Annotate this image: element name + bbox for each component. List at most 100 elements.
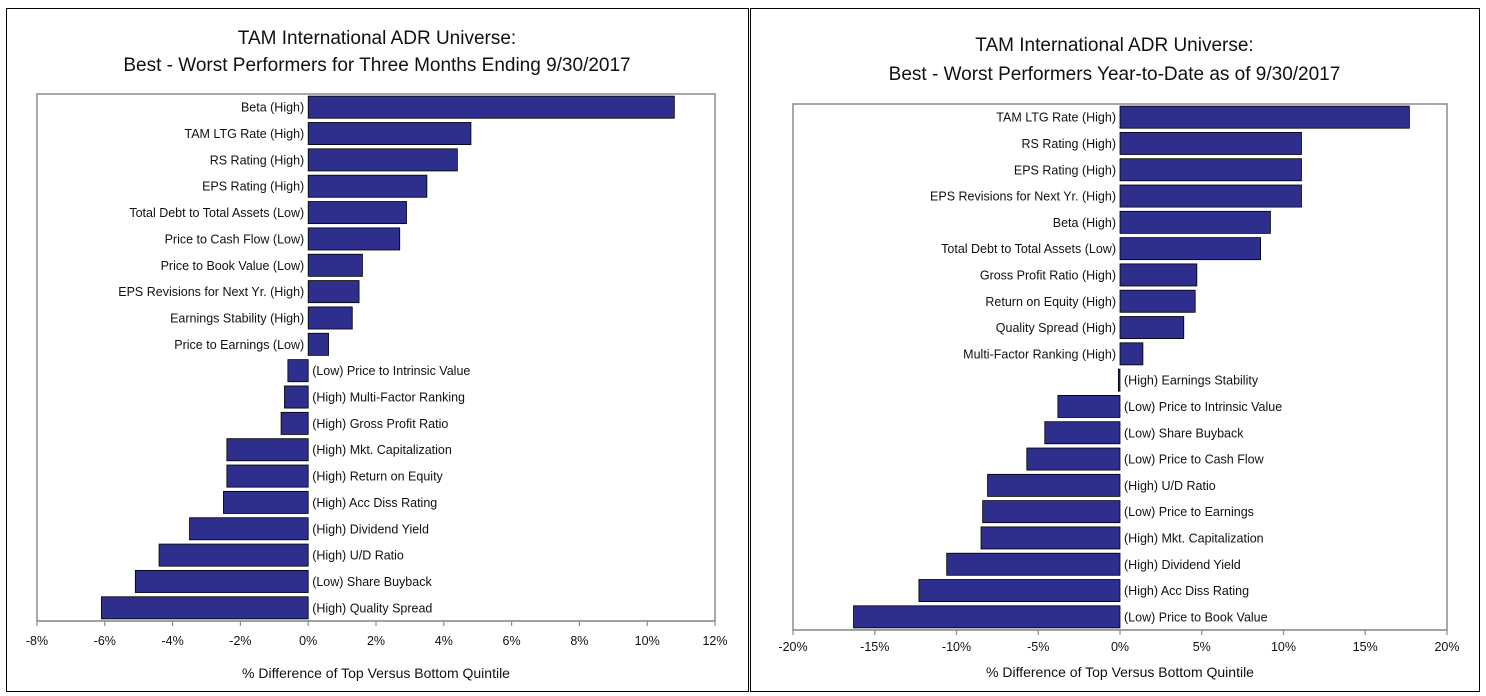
bar (1119, 289, 1196, 313)
bar (1119, 316, 1185, 339)
bar (987, 473, 1121, 497)
x-axis-label: % Difference of Top Versus Bottom Quinti… (986, 664, 1254, 680)
category-label: (High) Multi-Factor Ranking (312, 391, 465, 405)
bar (1119, 105, 1410, 129)
x-tick-label: -2% (229, 634, 251, 648)
bar (980, 526, 1121, 550)
x-tick-label: -20% (778, 640, 807, 654)
category-label: (High) Dividend Yield (1124, 558, 1241, 572)
x-tick-label: 5% (1193, 640, 1211, 654)
x-tick-label: -5% (1027, 640, 1049, 654)
category-label: (High) Acc Diss Rating (1124, 584, 1249, 598)
x-tick-label: -15% (860, 640, 889, 654)
category-label: Beta (High) (1053, 216, 1116, 230)
bar (307, 253, 363, 277)
x-tick-label: 0% (1111, 640, 1129, 654)
bar (280, 411, 309, 435)
chart-year-to-date: TAM International ADR Universe: Best - Wo… (778, 35, 1459, 680)
plot-area (36, 93, 716, 622)
x-tick-label: 6% (503, 634, 521, 648)
category-label: (Low) Price to Cash Flow (1124, 453, 1265, 467)
category-label: (High) Return on Equity (312, 470, 443, 484)
bar (982, 500, 1121, 524)
bar (307, 306, 353, 330)
x-tick-label: -8% (26, 634, 48, 648)
x-tick-label: 2% (367, 634, 385, 648)
chart-panel-three-months: TAM International ADR Universe: Best - Wo… (6, 8, 749, 692)
bar (1119, 158, 1302, 182)
x-tick-label: -4% (161, 634, 183, 648)
chart-subtitle: Best - Worst Performers Year-to-Date as … (889, 64, 1341, 85)
x-tick-label: 10% (635, 634, 660, 648)
chart-title: TAM International ADR Universe: (975, 35, 1253, 56)
category-label: TAM LTG Rate (High) (996, 111, 1116, 125)
category-label: (High) U/D Ratio (312, 549, 404, 563)
category-label: EPS Revisions for Next Yr. (High) (118, 285, 304, 299)
bar (1119, 342, 1144, 366)
category-label: (High) Mkt. Capitalization (1124, 531, 1264, 545)
bar (307, 332, 329, 356)
category-label: Beta (High) (241, 101, 304, 115)
bar (307, 148, 458, 172)
chart-subtitle: Best - Worst Performers for Three Months… (123, 55, 630, 76)
bar (1044, 421, 1121, 445)
category-label: (Low) Price to Book Value (1124, 610, 1268, 624)
category-label: Multi-Factor Ranking (High) (963, 347, 1116, 361)
bar (1119, 184, 1302, 208)
x-tick-label: -10% (942, 640, 971, 654)
bar (1117, 368, 1121, 392)
bar (1119, 210, 1271, 234)
category-label: (Low) Price to Earnings (1124, 505, 1254, 519)
category-label: (Low) Share Buyback (312, 575, 432, 589)
category-label: Gross Profit Ratio (High) (980, 268, 1116, 282)
category-label: Total Debt to Total Assets (Low) (941, 242, 1116, 256)
bar (223, 490, 309, 514)
bar (101, 596, 309, 620)
plot-area (792, 103, 1448, 631)
category-label: (High) Acc Diss Rating (312, 496, 437, 510)
category-label: (Low) Price to Intrinsic Value (1124, 400, 1282, 414)
bar (307, 95, 675, 119)
bar (307, 201, 407, 225)
category-label: RS Rating (High) (210, 153, 304, 167)
bar (1119, 263, 1198, 287)
bar (853, 605, 1121, 629)
bar (1119, 132, 1302, 155)
category-label: (High) Earnings Stability (1124, 374, 1259, 388)
bar (226, 464, 309, 488)
bar (946, 552, 1121, 576)
x-axis-label: % Difference of Top Versus Bottom Quinti… (242, 665, 510, 681)
bar (158, 543, 309, 567)
bar (307, 280, 360, 304)
x-tick-label: -6% (94, 634, 116, 648)
bar (226, 438, 309, 462)
bar (189, 517, 309, 541)
x-tick-label: 15% (1353, 640, 1378, 654)
category-label: Price to Book Value (Low) (161, 259, 305, 273)
category-label: Return on Equity (High) (985, 295, 1116, 309)
x-tick-label: 8% (570, 634, 588, 648)
category-label: (High) Quality Spread (312, 601, 432, 615)
category-label: Quality Spread (High) (996, 321, 1116, 335)
category-label: (High) U/D Ratio (1124, 479, 1216, 493)
bar (1119, 237, 1262, 261)
category-label: (Low) Share Buyback (1124, 426, 1244, 440)
bar (307, 122, 472, 145)
x-tick-label: 12% (702, 634, 727, 648)
bar (1026, 447, 1121, 471)
category-label: (High) Mkt. Capitalization (312, 443, 452, 457)
bar (1057, 395, 1121, 418)
category-label: EPS Revisions for Next Yr. (High) (930, 190, 1116, 204)
category-label: (Low) Price to Intrinsic Value (312, 364, 470, 378)
chart-three-months: TAM International ADR Universe: Best - Wo… (26, 28, 728, 681)
category-label: EPS Rating (High) (202, 180, 304, 194)
bar (918, 579, 1121, 602)
category-label: TAM LTG Rate (High) (184, 127, 304, 141)
category-label: Price to Cash Flow (Low) (165, 232, 305, 246)
category-label: EPS Rating (High) (1014, 163, 1116, 177)
x-tick-label: 4% (435, 634, 453, 648)
category-label: Total Debt to Total Assets (Low) (129, 206, 304, 220)
category-label: RS Rating (High) (1022, 137, 1116, 151)
x-tick-label: 20% (1434, 640, 1459, 654)
